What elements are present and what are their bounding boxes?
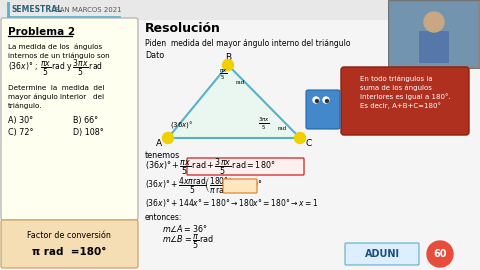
Text: $\frac{3\pi x}{5}$: $\frac{3\pi x}{5}$ — [258, 116, 270, 132]
Text: $m\angle A=36°$: $m\angle A=36°$ — [162, 222, 208, 234]
Text: $(36x)°+\dfrac{4x\pi\text{rad}}{5}\!\left(\dfrac{180°}{\pi\,\text{rad}}\right)=1: $(36x)°+\dfrac{4x\pi\text{rad}}{5}\!\lef… — [145, 176, 263, 196]
Polygon shape — [168, 65, 300, 138]
Text: $(36x)°\;;\;\dfrac{\pi x}{5}\,\text{rad}\;\text{y}\;\dfrac{3\pi x}{5}\,\text{rad: $(36x)°\;;\;\dfrac{\pi x}{5}\,\text{rad}… — [8, 58, 103, 78]
Text: A) 30°: A) 30° — [8, 116, 33, 124]
FancyBboxPatch shape — [306, 90, 340, 129]
Text: $(36x)°+\dfrac{\pi x}{5}\,\text{rad}+\dfrac{3\pi x}{5}\,\text{rad}=180°$: $(36x)°+\dfrac{\pi x}{5}\,\text{rad}+\df… — [145, 157, 276, 177]
Text: $(36x)°+144x°=180°\rightarrow 180x°=180°\rightarrow x=1$: $(36x)°+144x°=180°\rightarrow 180x°=180°… — [145, 197, 318, 209]
Text: Determine  la  medida  del: Determine la medida del — [8, 85, 105, 91]
Text: internos de un triángulo son: internos de un triángulo son — [8, 53, 109, 59]
Text: 60: 60 — [433, 249, 447, 259]
Text: π rad  =180°: π rad =180° — [32, 247, 106, 257]
FancyBboxPatch shape — [341, 67, 469, 135]
Text: rad: rad — [278, 127, 287, 131]
Text: Resolución: Resolución — [145, 22, 221, 35]
Text: ADUNI: ADUNI — [364, 249, 399, 259]
Circle shape — [163, 133, 173, 143]
Text: Piden  medida del mayor ángulo interno del triángulo: Piden medida del mayor ángulo interno de… — [145, 39, 350, 48]
FancyBboxPatch shape — [388, 0, 480, 68]
Text: C) 72°: C) 72° — [8, 127, 34, 137]
Text: entonces:: entonces: — [145, 212, 182, 221]
Circle shape — [325, 100, 328, 103]
FancyBboxPatch shape — [1, 18, 138, 220]
Text: tenemos: tenemos — [145, 150, 180, 160]
FancyBboxPatch shape — [187, 158, 304, 175]
Circle shape — [323, 97, 329, 103]
Text: La medida de los  ángulos: La medida de los ángulos — [8, 44, 102, 50]
Text: triángulo.: triángulo. — [8, 103, 43, 109]
FancyBboxPatch shape — [223, 179, 257, 193]
Text: rad: rad — [235, 79, 244, 85]
FancyBboxPatch shape — [419, 31, 449, 63]
Circle shape — [313, 97, 319, 103]
Text: B) 66°: B) 66° — [73, 116, 98, 124]
FancyBboxPatch shape — [0, 0, 480, 20]
Circle shape — [427, 241, 453, 267]
Text: B: B — [225, 53, 231, 62]
Text: Dato: Dato — [145, 50, 164, 59]
Text: En todo triángulos la
suma de los ángulos
interiores es igual a 180°.
Es decir, : En todo triángulos la suma de los ángulo… — [360, 76, 450, 109]
Text: $\frac{\pi x}{5}$: $\frac{\pi x}{5}$ — [219, 68, 227, 82]
Text: C: C — [306, 139, 312, 147]
FancyBboxPatch shape — [390, 2, 478, 66]
FancyBboxPatch shape — [390, 2, 478, 66]
Circle shape — [315, 100, 319, 103]
Text: Factor de conversión: Factor de conversión — [27, 231, 111, 241]
Text: A: A — [156, 139, 162, 147]
Text: Problema 2: Problema 2 — [8, 27, 75, 37]
Circle shape — [424, 12, 444, 32]
Circle shape — [295, 133, 305, 143]
Text: SAN MARCOS 2021: SAN MARCOS 2021 — [53, 7, 121, 13]
Text: mayor ángulo interior   del: mayor ángulo interior del — [8, 94, 104, 100]
FancyBboxPatch shape — [345, 243, 419, 265]
FancyBboxPatch shape — [1, 220, 138, 268]
Text: D) 108°: D) 108° — [73, 127, 104, 137]
FancyBboxPatch shape — [390, 2, 478, 66]
Text: SEMESTRAL: SEMESTRAL — [12, 5, 63, 15]
Circle shape — [223, 59, 233, 70]
Text: $m\angle B=\dfrac{\pi}{5}\,\text{rad}$: $m\angle B=\dfrac{\pi}{5}\,\text{rad}$ — [162, 233, 214, 251]
Text: $(36x)°$: $(36x)°$ — [170, 120, 193, 130]
